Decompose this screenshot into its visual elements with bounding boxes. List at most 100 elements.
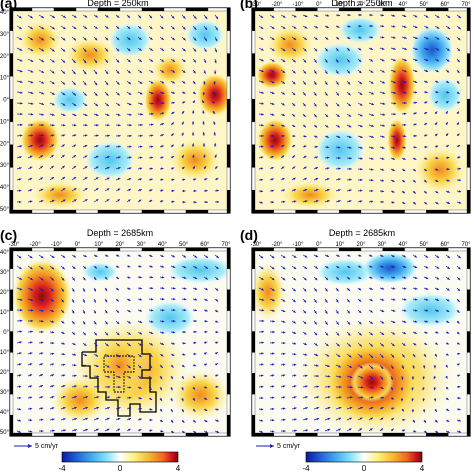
vector-arrowhead: [127, 276, 131, 279]
vector-arrowhead: [62, 92, 66, 96]
vector-arrowhead: [348, 354, 352, 358]
panel-title: Depth = 250km: [87, 0, 148, 8]
vector-arrowhead: [96, 385, 100, 388]
vector-arrowhead: [260, 374, 264, 377]
vector-arrowhead: [127, 298, 131, 301]
vector-arrowhead: [194, 298, 198, 301]
vector-arrowhead: [347, 276, 351, 280]
vector-arrowhead: [205, 298, 208, 301]
vector-arrowhead: [446, 331, 450, 334]
vector-arrowhead: [139, 287, 142, 290]
vector-arrowhead: [171, 200, 175, 204]
vector-arrowhead: [204, 386, 208, 389]
vector-arrowhead: [304, 255, 308, 258]
vector-arrowhead: [260, 178, 264, 182]
vector-arrowhead: [18, 430, 21, 433]
vector-arrowhead: [325, 71, 328, 74]
vector-arrowhead: [414, 15, 418, 18]
vector-arrowhead: [85, 417, 88, 421]
vector-arrowhead: [435, 179, 439, 182]
scale-legend-label: 5 cm/yr: [277, 443, 301, 450]
vector-arrowhead: [414, 146, 417, 149]
vector-arrowhead: [347, 36, 351, 39]
vector-arrowhead: [445, 364, 448, 368]
vector-arrowhead: [140, 123, 143, 127]
vector-arrowhead: [30, 298, 34, 302]
vector-arrowhead: [456, 111, 460, 115]
vector-arrowhead: [85, 396, 88, 399]
vector-arrowhead: [457, 156, 461, 159]
vector-arrowhead: [292, 177, 296, 181]
vector-arrowhead: [61, 310, 65, 313]
vector-arrowhead: [293, 363, 297, 367]
vector-arrowhead: [260, 255, 264, 259]
vector-arrowhead: [381, 332, 385, 335]
vector-arrowhead: [404, 47, 407, 50]
vector-arrowhead: [94, 82, 98, 86]
panel-d: (d) Depth = 2685km -30° -20° -10° 0° 10° 20° 3…: [240, 227, 471, 450]
vector-arrowhead: [96, 396, 100, 399]
vector-arrowhead: [305, 374, 308, 377]
vector-arrowhead: [18, 363, 22, 366]
vector-arrowhead: [193, 430, 197, 434]
vector-arrowhead: [139, 156, 143, 159]
vector-arrowhead: [292, 92, 296, 96]
vector-arrowhead: [105, 254, 109, 257]
vector-arrowhead: [51, 331, 55, 334]
latitude-label: 10°: [0, 310, 10, 316]
vector-arrowhead: [117, 343, 120, 347]
vector-arrowhead: [149, 397, 153, 400]
vector-arrowhead: [261, 91, 264, 94]
vector-arrowhead: [104, 277, 108, 280]
vector-arrowhead: [425, 287, 429, 290]
vector-arrowhead: [304, 189, 308, 192]
vector-arrowhead: [303, 321, 307, 325]
vector-arrowhead: [360, 386, 364, 389]
vector-arrowhead: [456, 122, 460, 125]
vector-arrowhead: [40, 255, 44, 259]
vector-arrowhead: [282, 59, 286, 62]
vector-arrowhead: [29, 374, 33, 377]
vector-arrowhead: [138, 254, 142, 257]
vector-arrowhead: [18, 374, 22, 377]
vector-arrowhead: [105, 48, 109, 52]
vector-arrowhead: [370, 178, 374, 182]
vector-arrowhead: [183, 308, 187, 312]
vector-arrowhead: [414, 123, 417, 126]
vector-arrowhead: [172, 265, 176, 268]
vector-arrowhead: [74, 123, 77, 127]
vector-arrowhead: [260, 201, 263, 204]
vector-arrowhead: [205, 309, 208, 312]
vector-arrowhead: [402, 418, 406, 422]
vector-arrowhead: [128, 396, 132, 400]
anomaly-contour: [81, 339, 157, 417]
vector-arrowhead: [18, 200, 22, 204]
vector-arrowhead: [193, 38, 197, 41]
longitude-label: 60°: [440, 242, 450, 248]
vector-arrowhead: [116, 26, 120, 29]
vector-arrowhead: [393, 70, 396, 73]
vector-arrowhead: [160, 419, 163, 422]
vector-arrowhead: [51, 418, 55, 421]
vector-arrowhead: [350, 386, 353, 389]
vector-arrowhead: [41, 92, 45, 95]
vector-arrowhead: [349, 375, 353, 379]
longitude-label: -10°: [292, 2, 304, 8]
vector-arrowhead: [149, 387, 152, 390]
vector-arrowhead: [62, 144, 65, 147]
vector-arrowhead: [138, 26, 142, 29]
vector-arrowhead: [391, 254, 395, 257]
vector-arrowhead: [411, 387, 414, 391]
vector-arrowhead: [382, 81, 385, 84]
vector-arrowhead: [382, 124, 385, 127]
vector-arrowhead: [314, 300, 317, 303]
vector-arrowhead: [314, 93, 317, 96]
vector-arrowhead: [72, 321, 75, 325]
vector-arrowhead: [61, 299, 64, 303]
vector-arrowhead: [93, 299, 96, 303]
vector-arrowhead: [433, 376, 436, 380]
vector-arrowhead: [433, 365, 437, 369]
vector-arrowhead: [19, 69, 23, 73]
vector-arrowhead: [41, 26, 44, 30]
vector-arrowhead: [316, 396, 320, 399]
